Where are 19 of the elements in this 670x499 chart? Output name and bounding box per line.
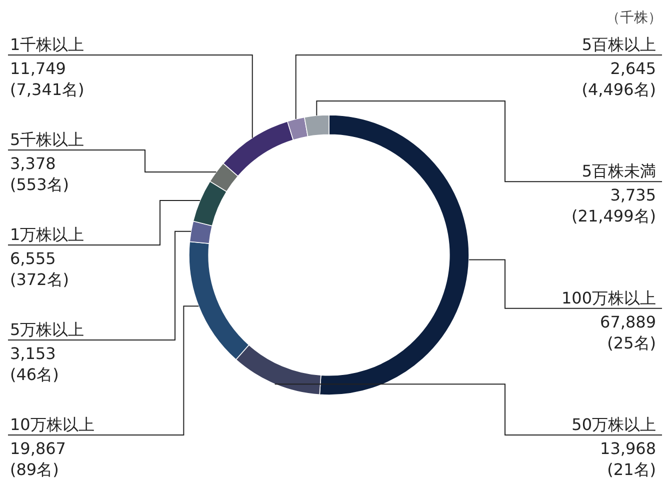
slice-label: 5万株以上 <box>10 320 84 339</box>
slice-label: 5百株以上 <box>582 35 656 54</box>
data-label: 19,867 (89名) <box>10 439 66 479</box>
slice-label: 1千株以上 <box>10 35 84 54</box>
slice-label: 5千株以上 <box>10 130 84 149</box>
data-label: 3,735 (21,499名) <box>572 186 656 226</box>
data-label: 67,889 (25名) <box>600 312 656 352</box>
slice-label: 5百株未満 <box>582 162 656 181</box>
data-label: 11,749 (7,341名) <box>10 59 84 99</box>
data-label: 3,378 (553名) <box>10 154 70 194</box>
slice-label: 1万株以上 <box>10 225 84 244</box>
slice-label: 10万株以上 <box>10 415 94 434</box>
data-label: 3,153 (46名) <box>10 344 59 384</box>
data-label: 2,645 (4,496名) <box>582 59 656 99</box>
data-label: 6,555 (372名) <box>10 249 70 289</box>
data-label: 13,968 (21名) <box>600 439 656 479</box>
slice-label: 100万株以上 <box>561 288 656 308</box>
text: （千株） <box>606 10 662 26</box>
slice-label: 50万株以上 <box>572 415 656 434</box>
